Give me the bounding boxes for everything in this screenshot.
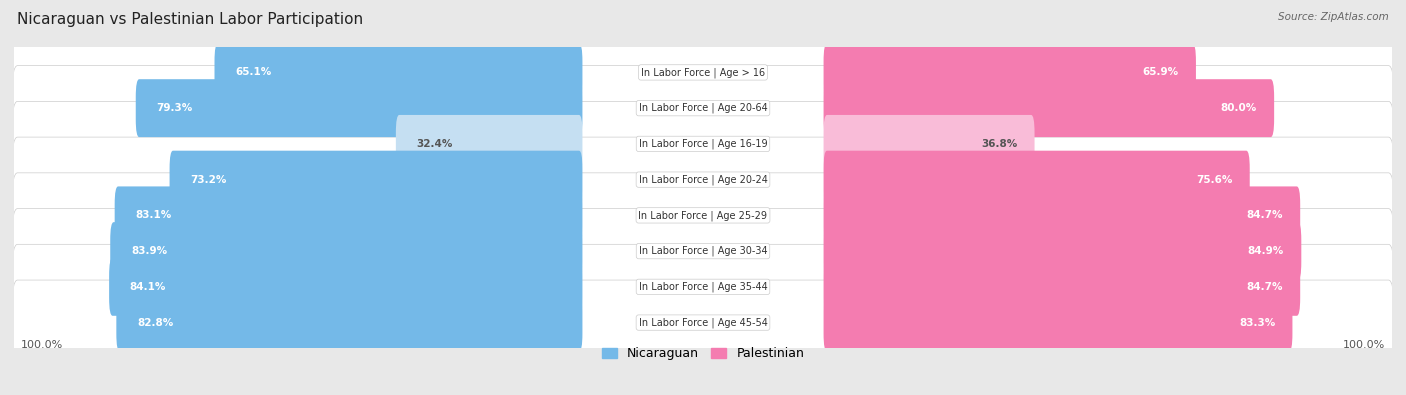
- Text: 65.1%: 65.1%: [235, 68, 271, 77]
- Text: Nicaraguan vs Palestinian Labor Participation: Nicaraguan vs Palestinian Labor Particip…: [17, 12, 363, 27]
- FancyBboxPatch shape: [215, 43, 582, 102]
- Text: 65.9%: 65.9%: [1143, 68, 1178, 77]
- FancyBboxPatch shape: [13, 137, 1393, 222]
- Text: 83.1%: 83.1%: [135, 211, 172, 220]
- FancyBboxPatch shape: [115, 186, 582, 245]
- Text: 80.0%: 80.0%: [1220, 103, 1257, 113]
- Text: In Labor Force | Age 45-54: In Labor Force | Age 45-54: [638, 317, 768, 328]
- Text: In Labor Force | Age 16-19: In Labor Force | Age 16-19: [638, 139, 768, 149]
- FancyBboxPatch shape: [13, 66, 1393, 150]
- FancyBboxPatch shape: [117, 293, 582, 352]
- FancyBboxPatch shape: [824, 258, 1301, 316]
- Text: 100.0%: 100.0%: [21, 340, 63, 350]
- Text: In Labor Force | Age 30-34: In Labor Force | Age 30-34: [638, 246, 768, 256]
- FancyBboxPatch shape: [824, 222, 1302, 280]
- FancyBboxPatch shape: [110, 258, 582, 316]
- Text: In Labor Force | Age > 16: In Labor Force | Age > 16: [641, 67, 765, 78]
- FancyBboxPatch shape: [13, 30, 1393, 115]
- Text: 82.8%: 82.8%: [136, 318, 173, 327]
- FancyBboxPatch shape: [824, 186, 1301, 245]
- FancyBboxPatch shape: [170, 150, 582, 209]
- Text: In Labor Force | Age 20-64: In Labor Force | Age 20-64: [638, 103, 768, 113]
- Text: 73.2%: 73.2%: [190, 175, 226, 184]
- FancyBboxPatch shape: [13, 245, 1393, 329]
- Text: 79.3%: 79.3%: [156, 103, 193, 113]
- Text: In Labor Force | Age 35-44: In Labor Force | Age 35-44: [638, 282, 768, 292]
- FancyBboxPatch shape: [824, 43, 1197, 102]
- Text: 83.9%: 83.9%: [131, 246, 167, 256]
- Text: 84.1%: 84.1%: [129, 282, 166, 292]
- Text: 83.3%: 83.3%: [1239, 318, 1275, 327]
- Text: In Labor Force | Age 20-24: In Labor Force | Age 20-24: [638, 174, 768, 185]
- Text: 75.6%: 75.6%: [1197, 175, 1233, 184]
- FancyBboxPatch shape: [824, 115, 1035, 173]
- Text: Source: ZipAtlas.com: Source: ZipAtlas.com: [1278, 12, 1389, 22]
- Legend: Nicaraguan, Palestinian: Nicaraguan, Palestinian: [596, 342, 810, 365]
- Text: 84.9%: 84.9%: [1249, 246, 1284, 256]
- FancyBboxPatch shape: [824, 79, 1274, 137]
- FancyBboxPatch shape: [13, 209, 1393, 293]
- FancyBboxPatch shape: [13, 102, 1393, 186]
- Text: 84.7%: 84.7%: [1247, 211, 1282, 220]
- FancyBboxPatch shape: [13, 280, 1393, 365]
- Text: 100.0%: 100.0%: [1343, 340, 1385, 350]
- FancyBboxPatch shape: [824, 150, 1250, 209]
- Text: 36.8%: 36.8%: [981, 139, 1018, 149]
- FancyBboxPatch shape: [13, 173, 1393, 258]
- FancyBboxPatch shape: [824, 293, 1292, 352]
- FancyBboxPatch shape: [136, 79, 582, 137]
- FancyBboxPatch shape: [110, 222, 582, 280]
- FancyBboxPatch shape: [396, 115, 582, 173]
- Text: In Labor Force | Age 25-29: In Labor Force | Age 25-29: [638, 210, 768, 221]
- Text: 32.4%: 32.4%: [416, 139, 453, 149]
- Text: 84.7%: 84.7%: [1247, 282, 1282, 292]
